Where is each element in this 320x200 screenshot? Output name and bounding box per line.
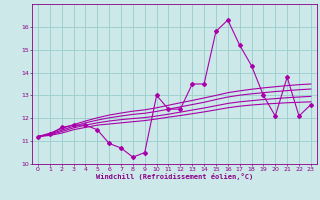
X-axis label: Windchill (Refroidissement éolien,°C): Windchill (Refroidissement éolien,°C) (96, 173, 253, 180)
